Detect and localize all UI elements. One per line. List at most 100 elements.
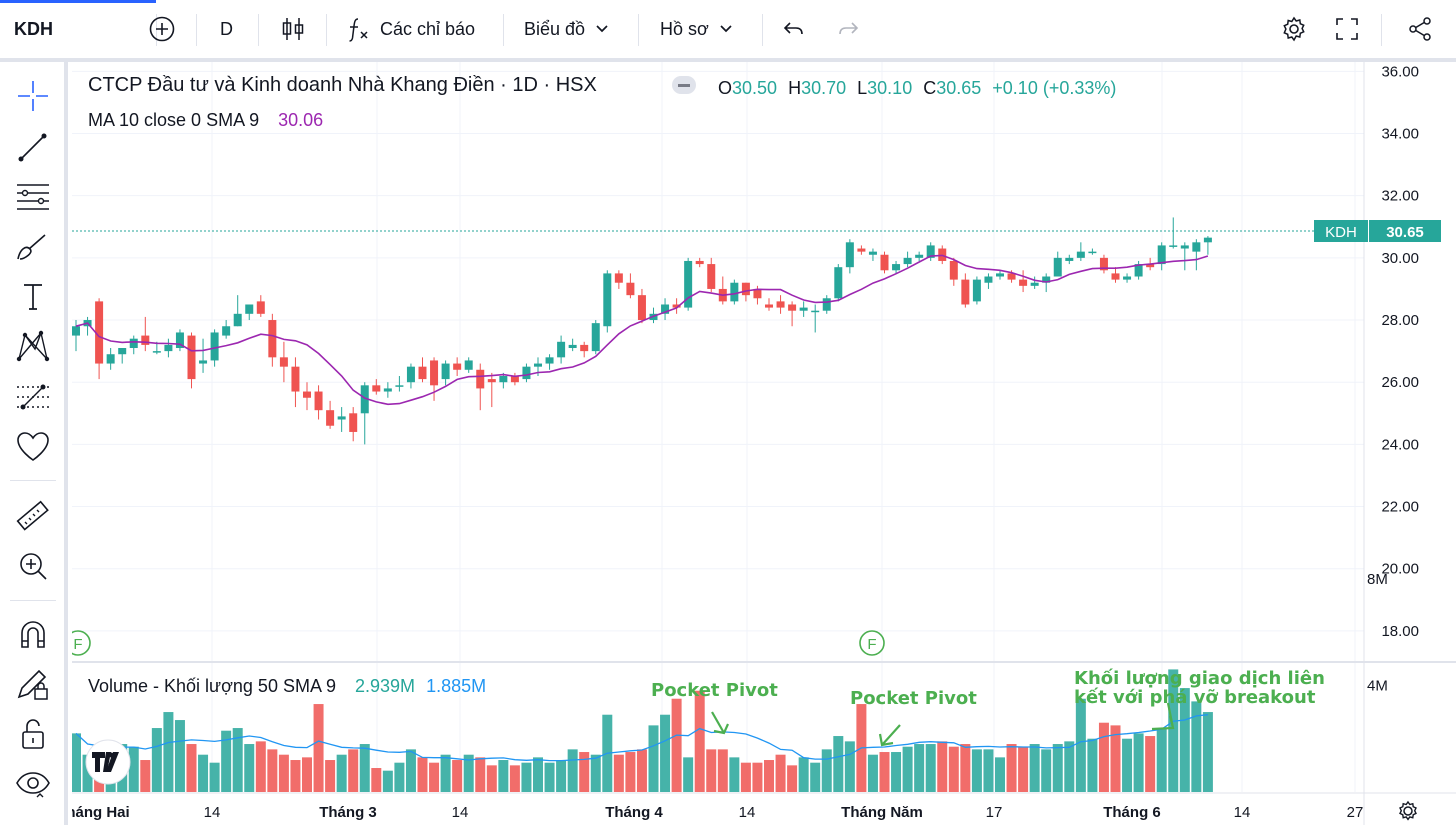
chart-area[interactable]: 36.00 34.00 32.00 30.00 28.00 26.00 24.00 22.00… [65, 62, 1456, 825]
profile-menu-label: Hồ sơ [660, 18, 709, 39]
event-marker[interactable]: F [65, 630, 91, 656]
volume-bar [948, 746, 959, 792]
volume-axis-label: 8M [1367, 571, 1388, 588]
unlock-icon[interactable] [12, 714, 54, 754]
redo-icon[interactable] [836, 0, 860, 58]
ruler-icon[interactable] [12, 496, 54, 536]
candle [291, 357, 300, 408]
volume-bar [648, 725, 659, 792]
interval-button[interactable]: D [220, 18, 233, 39]
candle-body [776, 301, 785, 308]
volume-bar [267, 749, 278, 792]
volume-bar [914, 744, 925, 792]
price-axis[interactable]: 36.00 34.00 32.00 30.00 28.00 26.00 24.00 22.00… [1381, 63, 1419, 640]
candle [776, 295, 785, 314]
candle [603, 270, 612, 333]
volume-legend[interactable]: Volume - Khối lượng 50 SMA 9 2.939M 1.88… [88, 676, 486, 697]
text-tool-icon[interactable] [12, 276, 54, 316]
candle [129, 335, 138, 355]
chart-settings-icon[interactable] [1399, 800, 1417, 821]
candle [476, 363, 485, 411]
candle [996, 270, 1004, 280]
candle [961, 273, 970, 308]
candle-body [1134, 264, 1143, 277]
trend-line-icon[interactable] [12, 126, 54, 166]
time-axis-label: 17 [986, 804, 1003, 821]
candle-body [383, 388, 392, 392]
volume-bar [729, 757, 740, 792]
settings-gear-icon[interactable] [1280, 0, 1308, 58]
candle [1030, 276, 1039, 289]
lock-drawing-pencil-icon[interactable] [12, 664, 54, 704]
event-marker[interactable]: F [859, 630, 885, 656]
indicators-button[interactable]: Các chỉ báo [346, 0, 475, 58]
undo-icon[interactable] [782, 0, 806, 58]
symbol-search-button[interactable]: KDH [14, 18, 53, 39]
volume-bar [995, 757, 1005, 792]
candle [1192, 239, 1201, 271]
candle-body [152, 351, 161, 353]
candle-body [568, 344, 577, 349]
candle [984, 273, 993, 289]
candle-body [741, 282, 750, 296]
visibility-eye-icon[interactable] [12, 764, 54, 804]
prediction-tool-icon[interactable] [12, 376, 54, 416]
volume-bar [613, 754, 624, 792]
pattern-tool-icon[interactable] [12, 326, 54, 366]
share-icon[interactable] [1406, 0, 1434, 58]
candle [845, 239, 854, 274]
candle [1180, 242, 1189, 271]
compare-add-icon[interactable] [146, 0, 178, 58]
candle-body [765, 304, 773, 308]
crosshair-icon[interactable] [12, 76, 54, 116]
candle [510, 372, 519, 386]
candle-body [349, 413, 358, 432]
favorites-heart-icon[interactable] [12, 426, 54, 466]
candle-body [395, 385, 404, 387]
volume-bar [1098, 722, 1109, 792]
volume-bar [463, 754, 474, 792]
candle-body [672, 304, 681, 308]
candle [1157, 242, 1166, 271]
fib-retracement-icon[interactable] [12, 176, 54, 216]
candle [707, 257, 716, 293]
profile-menu-button[interactable]: Hồ sơ [660, 0, 733, 58]
volume-bar [533, 757, 543, 792]
candlesticks [72, 217, 1212, 445]
brush-icon[interactable] [12, 226, 54, 266]
candle-body [1203, 237, 1212, 243]
ma-label: MA 10 close 0 SMA 9 [88, 110, 260, 130]
last-price-tag: KDH 30.65 [1314, 220, 1441, 242]
candle [880, 251, 889, 274]
zoom-in-icon[interactable] [12, 546, 54, 586]
toolbar-divider [156, 14, 157, 46]
ma-legend[interactable]: MA 10 close 0 SMA 9 30.06 [88, 110, 323, 131]
legend-toggle-button[interactable] [672, 76, 696, 99]
fullscreen-icon[interactable] [1334, 0, 1360, 58]
candle [1099, 254, 1108, 274]
tradingview-logo[interactable] [85, 739, 131, 785]
volume-bar [844, 741, 855, 792]
candle [868, 248, 877, 261]
open-value: 30.50 [732, 78, 778, 98]
candle [106, 348, 115, 370]
candle [418, 357, 427, 383]
volume-axis[interactable]: 8M 4M [1367, 571, 1388, 695]
chart-title[interactable]: CTCP Đầu tư và Kinh doanh Nhà Khang Điền… [88, 74, 597, 96]
event-marker-label: F [867, 636, 876, 653]
price-chart[interactable]: 36.00 34.00 32.00 30.00 28.00 26.00 24.00 22.00… [65, 62, 1456, 825]
chart-menu-button[interactable]: Biểu đồ [524, 0, 609, 58]
candle [1088, 248, 1097, 255]
candle-body [441, 363, 450, 380]
candle-chart-type-icon[interactable] [280, 0, 306, 58]
volume-bar [775, 754, 786, 792]
magnet-icon[interactable] [12, 614, 54, 654]
toolbar-divider [762, 14, 763, 46]
volume-bar [348, 749, 359, 792]
candle-body [1088, 251, 1097, 254]
time-axis[interactable]: háng Hai 14 Tháng 3 14 Tháng 4 14 Tháng Năm 17 T… [66, 804, 1363, 821]
volume-bar [336, 754, 347, 792]
candle [268, 313, 277, 367]
volume-bar [798, 757, 809, 792]
volume-bar [1156, 728, 1167, 792]
